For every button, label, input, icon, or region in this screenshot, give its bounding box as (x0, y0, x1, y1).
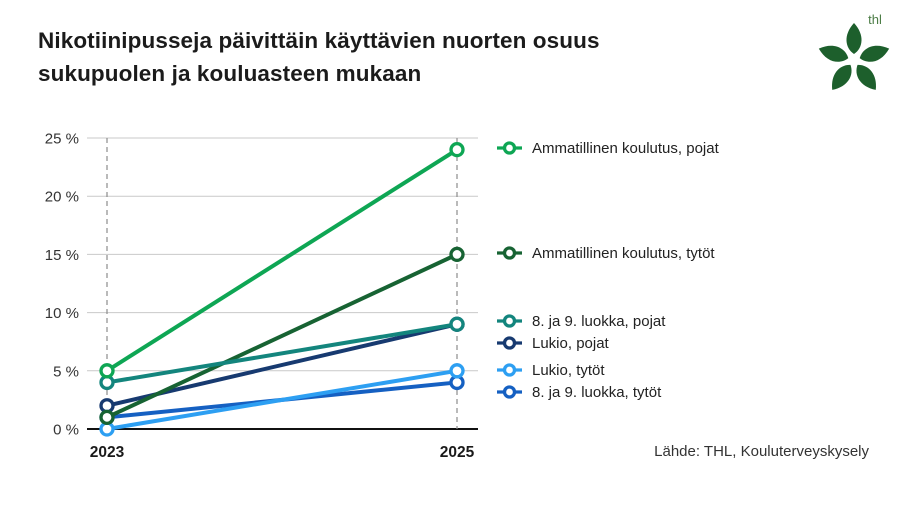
chart-title-line1: Nikotiinipusseja päivittäin käyttävien n… (38, 28, 600, 53)
legend-item: Ammatillinen koulutus, pojat (496, 137, 719, 159)
series-line-0 (105, 147, 459, 373)
legend-item: 8. ja 9. luokka, pojat (496, 310, 665, 332)
legend-item: 8. ja 9. luokka, tytöt (496, 381, 661, 403)
chart-title-line2: sukupuolen ja kouluasteen mukaan (38, 61, 422, 86)
series-line-2 (106, 322, 458, 385)
legend-marker-icon (497, 363, 522, 377)
legend-marker-icon (497, 314, 522, 328)
data-point (449, 316, 465, 332)
x-tick-label: 2023 (90, 444, 125, 461)
y-tick-label: 0 % (53, 422, 79, 439)
y-tick-label: 15 % (45, 247, 79, 264)
legend-marker-icon (497, 246, 522, 260)
y-tick-label: 25 % (45, 131, 79, 148)
legend-label: Lukio, tytöt (532, 361, 605, 379)
legend-item: Lukio, tytöt (496, 359, 605, 381)
chart-title: Nikotiinipusseja päivittäin käyttävien n… (38, 24, 600, 90)
legend-marker-icon (497, 385, 522, 399)
source-note: Lähde: THL, Kouluterveyskysely (654, 443, 869, 460)
thl-logo: thl (818, 12, 890, 90)
y-tick-label: 20 % (45, 189, 79, 206)
legend-label: 8. ja 9. luokka, tytöt (532, 383, 662, 401)
legend-item: Lukio, pojat (496, 332, 609, 354)
data-point (449, 363, 465, 379)
data-point (449, 141, 465, 158)
x-tick-label: 2025 (440, 444, 475, 461)
series-line-4 (106, 368, 458, 431)
data-point (99, 409, 115, 426)
legend-label: 8. ja 9. luokka, pojat (532, 312, 666, 330)
data-point (449, 246, 465, 263)
series-line-1 (106, 252, 458, 420)
y-tick-label: 10 % (45, 305, 79, 322)
legend-marker-icon (497, 141, 522, 155)
data-point (99, 363, 115, 379)
y-tick-label: 5 % (53, 363, 79, 380)
legend-label: Lukio, pojat (532, 334, 609, 352)
thl-flower-icon (818, 23, 890, 90)
legend-label: Ammatillinen koulutus, pojat (532, 139, 719, 157)
legend-label: Ammatillinen koulutus, tytöt (532, 244, 715, 262)
legend-item: Ammatillinen koulutus, tytöt (496, 242, 715, 264)
legend-marker-icon (497, 336, 522, 350)
thl-logo-text: thl (868, 12, 882, 27)
